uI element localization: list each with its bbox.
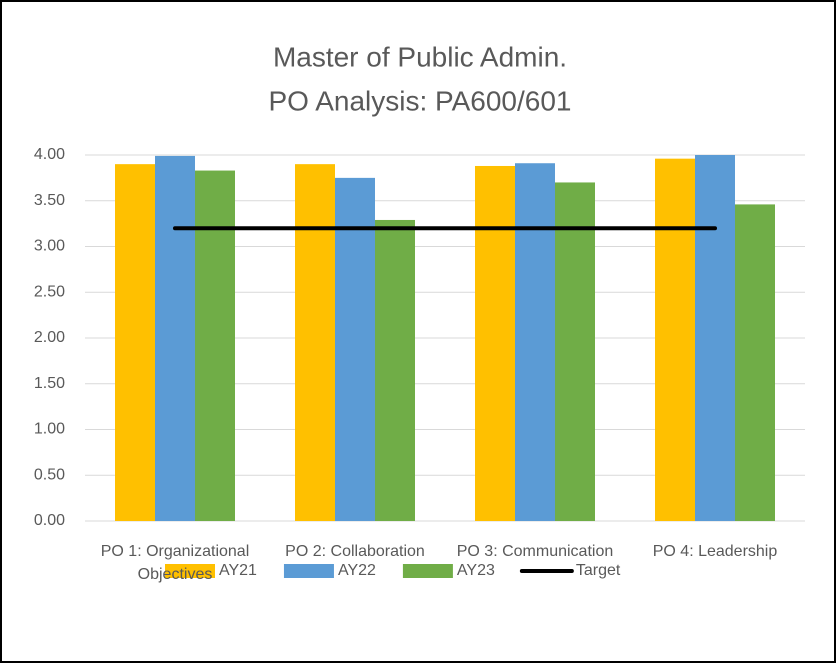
bar bbox=[515, 163, 555, 522]
x-tick-label: PO 1: Organizational Objectives bbox=[100, 543, 250, 583]
y-tick-label: 2.00 bbox=[34, 329, 65, 346]
y-tick-label: 2.50 bbox=[34, 283, 65, 300]
bar bbox=[555, 182, 595, 521]
x-tick-label: PO 3: Communication bbox=[456, 543, 614, 560]
legend-swatch bbox=[165, 564, 215, 578]
legend-swatch bbox=[402, 564, 453, 578]
bar bbox=[375, 219, 415, 521]
y-tick-label: 3.50 bbox=[34, 192, 65, 209]
bar bbox=[295, 164, 335, 521]
x-tick-label: PO 4: Leadership bbox=[652, 543, 778, 560]
bar bbox=[475, 165, 515, 522]
bar bbox=[195, 170, 235, 521]
y-tick-label: 4.00 bbox=[34, 146, 65, 163]
y-tick-label: 0.00 bbox=[34, 512, 65, 529]
legend-swatch bbox=[283, 564, 334, 578]
bar bbox=[155, 155, 195, 522]
legend-label: AY22 bbox=[338, 562, 376, 579]
bar bbox=[335, 177, 375, 521]
bar bbox=[115, 164, 155, 521]
y-tick-label: 1.50 bbox=[34, 375, 65, 392]
chart-title: Master of Public Admin. bbox=[273, 41, 567, 72]
bar bbox=[695, 155, 735, 521]
chart-title: PO Analysis: PA600/601 bbox=[269, 85, 572, 116]
bar bbox=[655, 158, 695, 521]
legend-label: Target bbox=[576, 562, 621, 579]
y-tick-label: 3.00 bbox=[34, 238, 65, 255]
y-tick-label: 1.00 bbox=[34, 421, 65, 438]
legend-label: AY21 bbox=[219, 562, 257, 579]
legend-label: AY23 bbox=[457, 562, 495, 579]
bar bbox=[735, 204, 775, 521]
x-tick-label: PO 2: Collaboration bbox=[285, 543, 425, 560]
y-tick-label: 0.50 bbox=[34, 466, 65, 483]
